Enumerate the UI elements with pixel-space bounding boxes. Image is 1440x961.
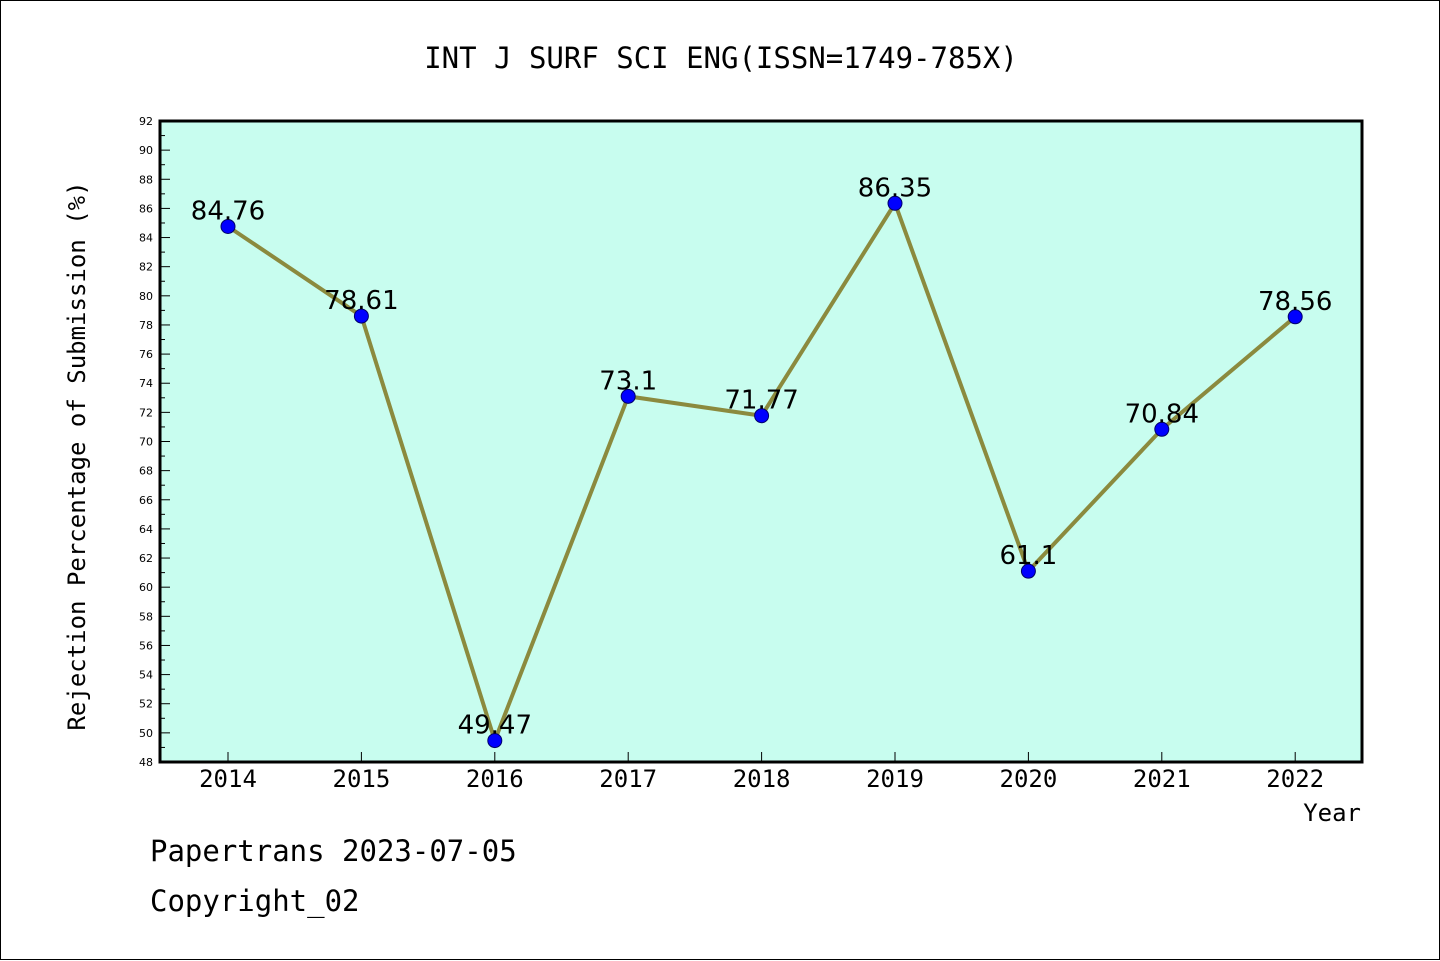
plot-area — [160, 121, 1362, 762]
footer-publisher-date: Papertrans 2023-07-05 — [150, 834, 517, 868]
plot-border — [158, 119, 1364, 764]
data-labels: 84.76 78.61 49.47 73.1 71.77 86.35 61.1 70.84 78… — [191, 173, 1333, 740]
y-tick-label: 92 — [139, 115, 153, 128]
y-tick-label: 86 — [139, 202, 153, 215]
y-tick-label: 84 — [139, 232, 153, 245]
data-value-label: 86.35 — [858, 173, 932, 203]
data-point-marker — [220, 218, 236, 234]
data-value-label: 71.77 — [724, 386, 798, 416]
y-tick-label: 60 — [139, 581, 153, 594]
x-tick-label: 2019 — [866, 765, 924, 793]
data-markers — [220, 195, 1303, 749]
data-value-label: 78.61 — [324, 286, 398, 316]
data-point-marker — [754, 408, 770, 424]
data-point-marker — [1154, 421, 1170, 437]
x-tick-label: 2015 — [333, 765, 391, 793]
y-tick-label: 62 — [139, 552, 153, 565]
y-tick-label: 76 — [139, 348, 153, 361]
data-value-label: 61.1 — [999, 541, 1057, 571]
footer-copyright: Copyright_02 — [150, 884, 360, 918]
y-tick-label: 70 — [139, 436, 153, 449]
y-tick-label: 90 — [139, 144, 153, 157]
data-value-label: 49.47 — [458, 711, 532, 741]
x-axis-ticks: 2014 2015 2016 2017 2018 2019 2020 2021 2022 — [199, 752, 1324, 793]
y-tick-label: 74 — [139, 377, 153, 390]
data-point-marker — [353, 308, 369, 324]
y-tick-label: 64 — [139, 523, 153, 536]
y-tick-label: 54 — [139, 669, 153, 682]
data-value-label: 84.76 — [191, 196, 265, 226]
y-tick-label: 80 — [139, 290, 153, 303]
y-axis-label: Rejection Percentage of Submission (%) — [63, 181, 91, 730]
y-tick-label: 58 — [139, 610, 153, 623]
y-tick-label: 88 — [139, 173, 153, 186]
data-point-marker — [620, 388, 636, 404]
y-tick-label: 72 — [139, 406, 153, 419]
data-point-marker — [1287, 309, 1303, 325]
x-tick-label: 2021 — [1133, 765, 1191, 793]
x-tick-label: 2017 — [599, 765, 657, 793]
x-tick-label: 2018 — [733, 765, 791, 793]
x-axis-label: Year — [1303, 799, 1361, 827]
y-tick-label: 48 — [139, 756, 153, 769]
y-tick-label: 82 — [139, 261, 153, 274]
x-tick-label: 2022 — [1266, 765, 1324, 793]
y-tick-label: 66 — [139, 494, 153, 507]
x-tick-label: 2020 — [1000, 765, 1058, 793]
chart-title: INT J SURF SCI ENG(ISSN=1749-785X) — [424, 41, 1018, 75]
data-point-marker — [887, 195, 903, 211]
data-point-marker — [1020, 563, 1036, 579]
x-tick-label: 2014 — [199, 765, 257, 793]
data-value-label: 70.84 — [1125, 399, 1199, 429]
x-tick-label: 2016 — [466, 765, 524, 793]
y-tick-label: 68 — [139, 465, 153, 478]
y-tick-label: 52 — [139, 698, 153, 711]
y-tick-label: 78 — [139, 319, 153, 332]
data-point-marker — [487, 733, 503, 749]
y-tick-label: 56 — [139, 639, 153, 652]
data-value-label: 73.1 — [599, 366, 657, 396]
data-value-label: 78.56 — [1258, 287, 1332, 317]
y-axis-ticks: 48 50 52 54 56 58 60 62 64 66 68 70 72 74 76 78 80 82 84 86… — [139, 115, 170, 769]
y-tick-label: 50 — [139, 727, 153, 740]
